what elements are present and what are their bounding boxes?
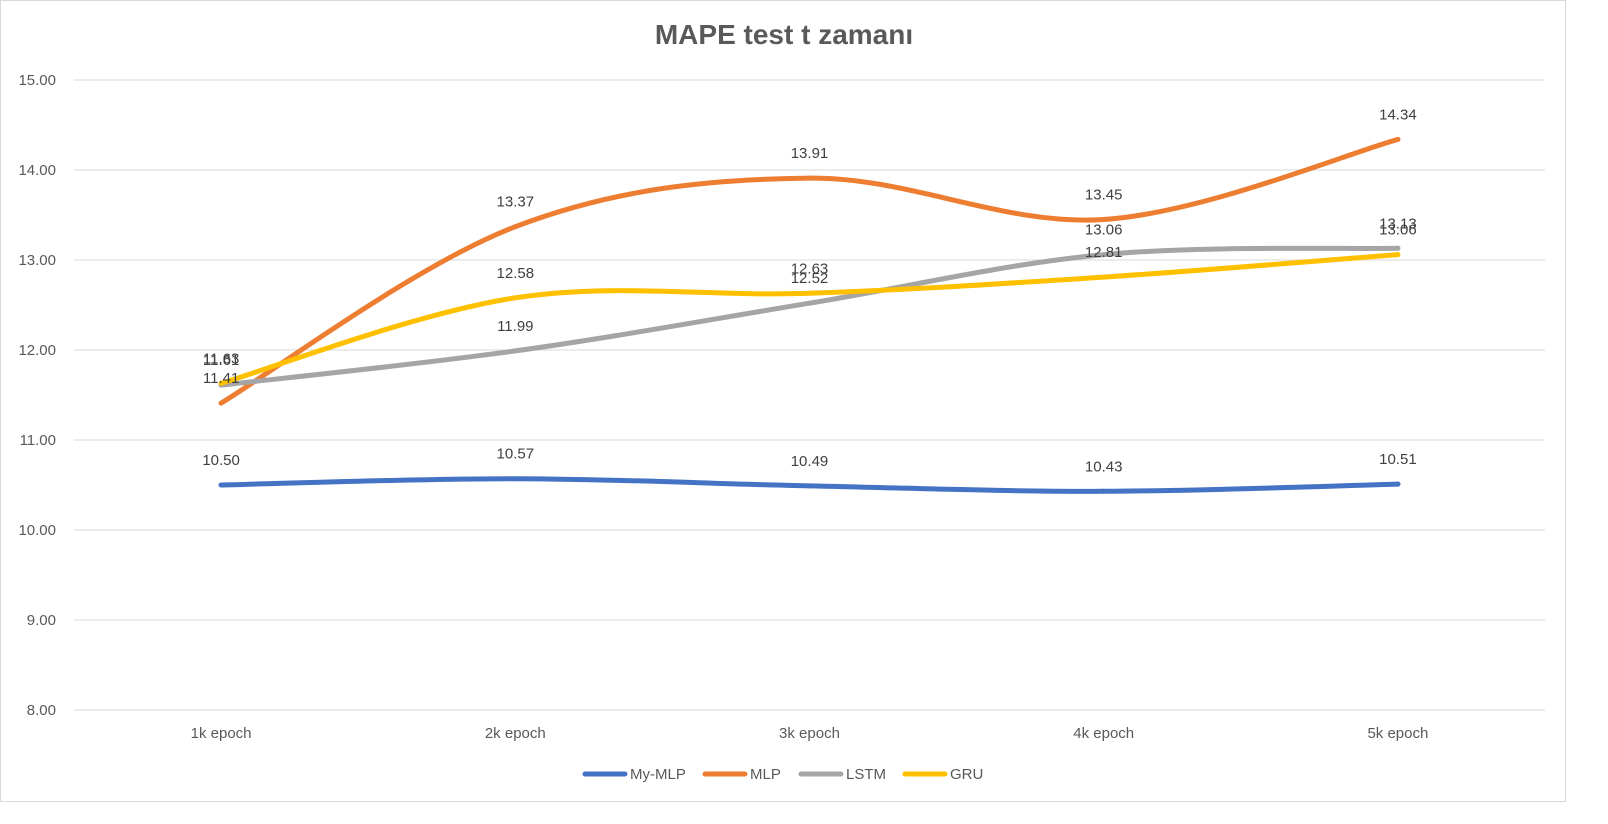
x-tick-label: 4k epoch (1073, 725, 1134, 742)
data-label: 13.37 (497, 194, 535, 211)
data-point (807, 483, 812, 489)
series-lines (218, 136, 1401, 494)
data-label: 12.52 (791, 270, 829, 287)
y-tick-label: 9.00 (27, 612, 56, 629)
data-point (512, 476, 518, 482)
data-label: 10.49 (791, 453, 829, 470)
y-tick-label: 8.00 (27, 702, 56, 719)
y-axis-ticks: 8.00 9.00 10.00 11.00 12.00 13.00 14.00 15.00 (18, 72, 56, 719)
data-label: 10.57 (497, 446, 535, 463)
legend-label: LSTM (846, 766, 886, 783)
y-tick-label: 13.00 (18, 252, 56, 269)
y-tick-label: 12.00 (18, 342, 56, 359)
data-point (807, 290, 812, 296)
data-point (218, 380, 224, 386)
data-label: 12.63 (791, 260, 829, 277)
chart-title: MAPE test t zamanı (654, 19, 914, 50)
legend-label: MLP (750, 766, 781, 783)
y-tick-label: 10.00 (18, 522, 56, 539)
data-point (512, 348, 518, 354)
x-tick-label: 1k epoch (191, 725, 252, 742)
data-point (1101, 217, 1107, 222)
y-tick-label: 15.00 (18, 72, 56, 89)
data-label: 11.99 (497, 318, 533, 335)
data-label: 10.51 (1379, 451, 1417, 468)
data-label: 11.41 (203, 370, 239, 387)
x-axis-ticks: 1k epoch 2k epoch 3k epoch 4k epoch 5k epoch (191, 725, 1429, 742)
data-point (1395, 245, 1401, 251)
data-label: 12.58 (497, 265, 535, 282)
data-labels: 10.50 10.57 10.49 10.43 10.51 11.41 13.37 13.91… (202, 106, 1416, 475)
data-point (1395, 481, 1401, 487)
data-point (807, 300, 812, 306)
data-label: 12.81 (1085, 244, 1123, 261)
data-label: 11.61 (203, 352, 239, 369)
data-label: 13.13 (1379, 215, 1417, 232)
x-tick-label: 3k epoch (779, 725, 840, 742)
data-point (512, 224, 518, 230)
x-tick-label: 5k epoch (1367, 725, 1428, 742)
data-label: 13.45 (1085, 187, 1123, 204)
gridlines (74, 79, 1545, 711)
data-label: 11.63 (203, 350, 239, 367)
data-point (512, 295, 518, 301)
data-label: 13.06 (1379, 222, 1417, 239)
legend-label: My-MLP (630, 766, 686, 783)
legend-label: GRU (950, 766, 983, 783)
data-point (1395, 252, 1401, 258)
y-tick-label: 11.00 (20, 432, 56, 449)
data-point (1101, 488, 1107, 494)
data-label: 14.34 (1379, 106, 1417, 123)
data-label: 10.43 (1085, 458, 1123, 475)
data-label: 13.06 (1085, 222, 1123, 239)
data-label: 10.50 (202, 452, 240, 469)
data-label: 13.91 (791, 145, 829, 162)
x-tick-label: 2k epoch (485, 725, 546, 742)
data-point (807, 175, 812, 181)
data-point (1395, 136, 1401, 142)
legend: My-MLP MLP LSTM GRU (582, 766, 983, 783)
data-point (1101, 252, 1107, 258)
chart-frame: MAPE test t zamanı (0, 0, 1566, 802)
data-point (218, 482, 224, 488)
data-point (1101, 274, 1107, 280)
y-tick-label: 14.00 (18, 162, 56, 179)
data-point (218, 400, 224, 406)
